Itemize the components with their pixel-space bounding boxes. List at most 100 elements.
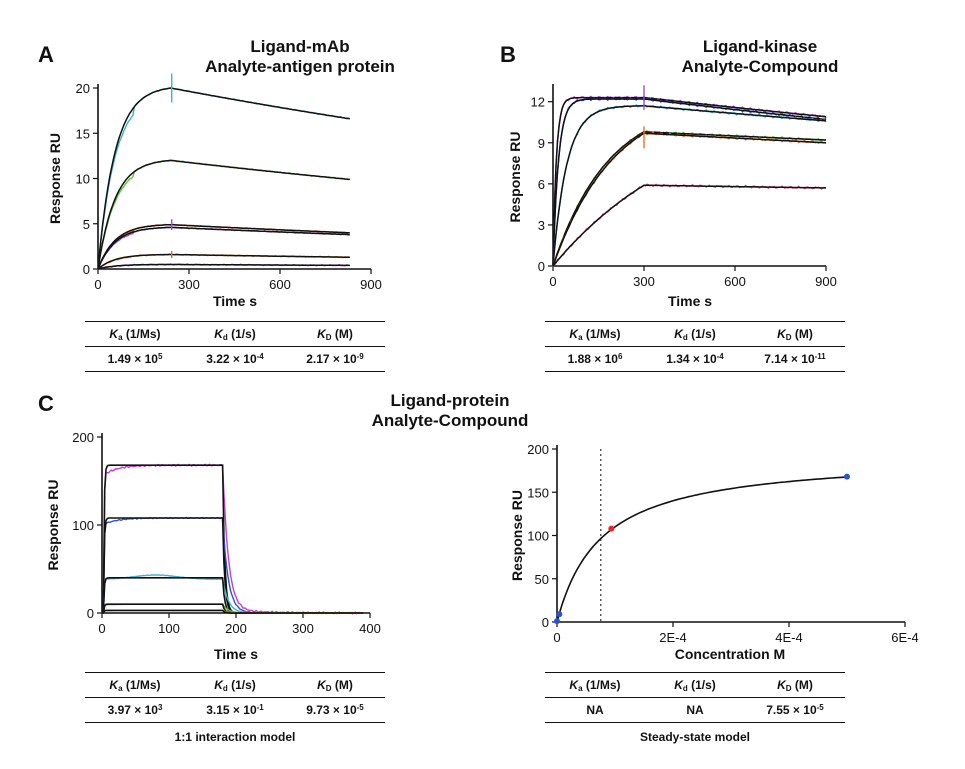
y-tick-label: 200 [527, 442, 549, 457]
data-series-line [97, 159, 350, 270]
x-tick-label: 2E-4 [659, 630, 686, 645]
panel-b-title: Ligand-kinase Analyte-Compound [620, 37, 900, 77]
value-kd: NA [686, 703, 704, 717]
y-axis-label: Response RU [509, 490, 525, 581]
panel-b-title-line2: Analyte-Compound [681, 57, 839, 76]
y-tick-label: 20 [76, 81, 90, 96]
panel-letter-c: C [38, 391, 54, 416]
table-value-row: NA NA 7.55 × 10-5 [545, 698, 845, 722]
header-kd: Kd (1/s) [214, 326, 256, 342]
x-tick-label: 0 [553, 630, 560, 645]
table-header-row: Ka (1/Ms) Kd (1/s) KD (M) [545, 322, 845, 347]
data-series-line [102, 574, 364, 614]
data-point [554, 618, 560, 625]
kinetics-table-b: Ka (1/Ms) Kd (1/s) KD (M) 1.88 × 106 1.3… [545, 321, 845, 372]
y-tick-label: 15 [76, 126, 90, 141]
steady-state-fit-line [556, 476, 850, 623]
fit-line [97, 159, 350, 270]
x-tick-label: 300 [633, 274, 655, 289]
panel-c-title-line2: Analyte-Compound [371, 411, 529, 430]
table-header-row: Ka (1/Ms) Kd (1/s) KD (M) [545, 673, 845, 698]
chart-C-steady-state [552, 445, 906, 627]
x-tick-label: 200 [225, 621, 247, 636]
x-tick-label: 300 [178, 277, 200, 292]
data-series-line [97, 87, 351, 270]
table-header-row: Ka (1/Ms) Kd (1/s) KD (M) [85, 673, 385, 698]
x-axis-label: Time s [214, 646, 258, 662]
table-value-row: 3.97 × 103 3.15 × 10-1 9.73 × 10-5 [85, 698, 385, 722]
value-KD: 7.14 × 10-11 [764, 352, 826, 366]
x-tick-label: 0 [98, 621, 105, 636]
value-ka: NA [586, 703, 604, 717]
fit-line [97, 253, 350, 270]
data-series-line [552, 129, 827, 267]
x-tick-label: 600 [269, 277, 291, 292]
y-tick-label: 6 [538, 177, 545, 192]
data-point [556, 611, 563, 618]
x-axis-label: Time s [213, 293, 257, 309]
value-kd: 3.15 × 10-1 [206, 703, 264, 717]
y-tick-label: 50 [535, 572, 549, 587]
value-ka: 1.49 × 105 [107, 352, 163, 366]
x-tick-label: 300 [292, 621, 314, 636]
x-tick-label: 600 [724, 274, 746, 289]
x-tick-label: 0 [94, 277, 101, 292]
panel-c-title: Ligand-protein Analyte-Compound [310, 391, 590, 431]
table-value-row: 1.88 × 106 1.34 × 10-4 7.14 × 10-11 [545, 347, 845, 371]
y-axis-label: Response RU [47, 133, 63, 224]
header-KD: KD (M) [317, 326, 353, 342]
data-point [844, 473, 850, 480]
y-tick-label: 12 [531, 95, 545, 110]
header-ka: Ka (1/Ms) [569, 326, 621, 342]
header-ka: Ka (1/Ms) [109, 677, 161, 693]
fit-line [552, 96, 827, 267]
x-tick-label: 100 [158, 621, 180, 636]
y-tick-label: 0 [87, 606, 94, 621]
table-value-row: 1.49 × 105 3.22 × 10-4 2.17 × 10-9 [85, 347, 385, 371]
fit-line [97, 223, 350, 270]
value-KD: 2.17 × 10-9 [306, 352, 364, 366]
fit-line [552, 131, 826, 267]
x-tick-label: 900 [815, 274, 837, 289]
x-axis-label: Time s [668, 293, 712, 309]
header-KD: KD (M) [777, 677, 813, 693]
data-series-line [552, 183, 826, 267]
y-tick-label: 150 [527, 485, 549, 500]
y-tick-label: 0 [542, 615, 549, 630]
data-series-line [101, 516, 364, 615]
panel-b-title-line1: Ligand-kinase [702, 37, 818, 56]
y-axis-label: Response RU [507, 131, 523, 222]
y-tick-label: 100 [527, 529, 549, 544]
y-tick-label: 5 [83, 217, 90, 232]
x-tick-label: 4E-4 [775, 630, 802, 645]
y-axis-label: Response RU [45, 479, 61, 570]
fit-line [552, 132, 827, 267]
panel-c-title-line1: Ligand-protein [390, 391, 510, 410]
fit-line [97, 87, 350, 270]
fit-line [102, 464, 364, 614]
panel-a-title: Ligand-mAb Analyte-antigen protein [160, 37, 440, 77]
table-c-interaction-caption: 1:1 interaction model [174, 730, 296, 744]
table-c-steady-state-caption: Steady-state model [639, 730, 751, 744]
x-tick-label: 0 [549, 274, 556, 289]
chart-A [93, 73, 372, 274]
value-ka: 3.97 × 103 [107, 703, 163, 717]
x-tick-label: 900 [360, 277, 382, 292]
value-KD: 7.55 × 10-5 [766, 703, 824, 717]
panel-a-title-line2: Analyte-antigen protein [205, 57, 395, 76]
x-tick-label: 400 [359, 621, 381, 636]
panel-letter-b: B [500, 42, 516, 67]
y-tick-label: 0 [83, 262, 90, 277]
chart-C-sensorgram [97, 433, 371, 618]
fit-line [552, 105, 827, 267]
fit-line [552, 98, 827, 267]
kinetics-table-c-steady-state: Ka (1/Ms) Kd (1/s) KD (M) NA NA 7.55 × 1… [545, 672, 845, 723]
data-series-line [552, 131, 827, 267]
x-axis-label: Concentration M [675, 646, 785, 662]
header-kd: Kd (1/s) [674, 677, 716, 693]
x-tick-label: 6E-4 [891, 630, 918, 645]
kinetics-table-c-interaction: Ka (1/Ms) Kd (1/s) KD (M) 3.97 × 103 3.1… [85, 672, 385, 723]
panel-letter-a: A [38, 42, 54, 67]
header-ka: Ka (1/Ms) [569, 677, 621, 693]
y-tick-label: 3 [538, 218, 545, 233]
